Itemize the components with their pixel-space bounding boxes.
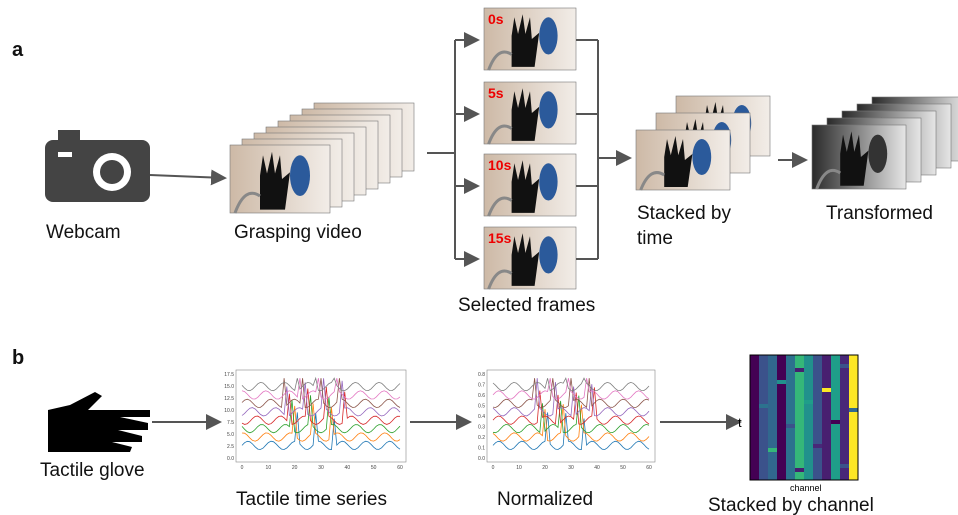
transformed-label: Transformed bbox=[826, 203, 933, 224]
plot-y-tick: 0.4 bbox=[478, 414, 485, 420]
plot-y-tick: 5.0 bbox=[227, 432, 234, 438]
plot-x-tick: 10 bbox=[516, 465, 522, 471]
object bbox=[868, 135, 887, 173]
frame-time: 0s bbox=[488, 11, 504, 27]
frames-label: Selected frames bbox=[458, 295, 595, 316]
plot-y-tick: 0.0 bbox=[478, 456, 485, 462]
photo bbox=[636, 130, 730, 190]
photo bbox=[230, 145, 330, 213]
plot-y-tick: 15.0 bbox=[224, 384, 234, 390]
plot-y-tick: 7.5 bbox=[227, 420, 234, 426]
plot-x-tick: 50 bbox=[371, 465, 377, 471]
object bbox=[539, 236, 557, 273]
heatmap-column bbox=[813, 355, 822, 480]
heatmap-cell bbox=[750, 360, 759, 364]
plot-x-tick: 40 bbox=[594, 465, 600, 471]
heatmap-cell bbox=[759, 404, 768, 408]
heatmap-column bbox=[849, 355, 858, 480]
heatmap-column bbox=[831, 355, 840, 480]
stacked-label: Stacked by bbox=[637, 203, 731, 224]
heatmap-column bbox=[777, 355, 786, 480]
camera-top bbox=[58, 130, 80, 142]
plot-y-tick: 0.6 bbox=[478, 393, 485, 399]
object bbox=[539, 163, 557, 200]
heatmap-cell bbox=[822, 388, 831, 392]
series-label: Tactile time series bbox=[236, 489, 387, 510]
plot-y-tick: 17.5 bbox=[224, 372, 234, 378]
diagram: 0s 5s 10s 15s 17.5 15.0 12.5 10.0 7.5 5.0 2.5 0.0 0 1… bbox=[45, 8, 958, 480]
plot-x-tick: 50 bbox=[620, 465, 626, 471]
stacked-label: time bbox=[637, 228, 673, 249]
plot-x-tick: 60 bbox=[397, 465, 403, 471]
plot-y-tick: 0.3 bbox=[478, 425, 485, 431]
plot-x-tick: 0 bbox=[241, 465, 244, 471]
object bbox=[539, 91, 557, 128]
frame-time: 15s bbox=[488, 230, 512, 246]
plot-y-tick: 12.5 bbox=[224, 396, 234, 402]
heatmap-cell bbox=[813, 444, 822, 448]
plot-x-tick: 0 bbox=[492, 465, 495, 471]
plot-y-tick: 2.5 bbox=[227, 444, 234, 450]
heatmap-cell bbox=[786, 424, 795, 428]
heatmap-label: Stacked by channel bbox=[708, 495, 874, 515]
panel-label: b bbox=[12, 347, 24, 369]
heatmap-cell bbox=[840, 364, 849, 368]
plot-x-tick: 20 bbox=[542, 465, 548, 471]
heatmap-cell bbox=[831, 420, 840, 424]
plot-y-tick: 0.1 bbox=[478, 446, 485, 452]
webcam-label: Webcam bbox=[46, 222, 121, 243]
photo bbox=[812, 125, 906, 189]
object bbox=[290, 155, 310, 196]
heatmap-cell bbox=[777, 380, 786, 384]
object bbox=[692, 139, 711, 175]
plot-x-tick: 10 bbox=[266, 465, 272, 471]
glove-label: Tactile glove bbox=[40, 460, 145, 481]
plot-y-tick: 0.2 bbox=[478, 435, 485, 441]
heatmap-cell bbox=[840, 464, 849, 468]
heatmap-x-label: channel bbox=[790, 483, 822, 493]
object bbox=[539, 17, 557, 54]
heatmap-column bbox=[786, 355, 795, 480]
plot-y-tick: 10.0 bbox=[224, 408, 234, 414]
connector bbox=[150, 175, 225, 178]
heatmap-cell bbox=[849, 408, 858, 412]
heatmap-column bbox=[840, 355, 849, 480]
hand bbox=[48, 392, 150, 452]
heatmap-cell bbox=[795, 468, 804, 472]
plot-x-tick: 30 bbox=[568, 465, 574, 471]
plot-y-tick: 0.5 bbox=[478, 404, 485, 410]
frame-time: 10s bbox=[488, 157, 512, 173]
plot-y-tick: 0.8 bbox=[478, 372, 485, 378]
plot-x-tick: 20 bbox=[292, 465, 298, 471]
plot-y-tick: 0.0 bbox=[227, 456, 234, 462]
camera-lens-inner bbox=[100, 160, 124, 184]
camera-flash bbox=[58, 152, 72, 157]
heatmap-column bbox=[804, 355, 813, 480]
video-label: Grasping video bbox=[234, 222, 362, 243]
frame-time: 5s bbox=[488, 85, 504, 101]
heatmap-column bbox=[822, 355, 831, 480]
panel-label: a bbox=[12, 39, 24, 61]
heatmap-cell bbox=[795, 368, 804, 372]
plot-x-tick: 40 bbox=[345, 465, 351, 471]
heatmap-y-label: t bbox=[738, 415, 742, 430]
heatmap-column bbox=[795, 355, 804, 480]
plot-x-tick: 30 bbox=[318, 465, 324, 471]
heatmap-cell bbox=[768, 448, 777, 452]
normalized-label: Normalized bbox=[497, 489, 593, 510]
heatmap-column bbox=[768, 355, 777, 480]
heatmap-column bbox=[759, 355, 768, 480]
heatmap-cell bbox=[804, 400, 813, 404]
plot-x-tick: 60 bbox=[646, 465, 652, 471]
heatmap-cell bbox=[750, 460, 759, 464]
plot-y-tick: 0.7 bbox=[478, 383, 485, 389]
figure: 0s 5s 10s 15s 17.5 15.0 12.5 10.0 7.5 5.0 2.5 0.0 0 1… bbox=[0, 0, 958, 515]
